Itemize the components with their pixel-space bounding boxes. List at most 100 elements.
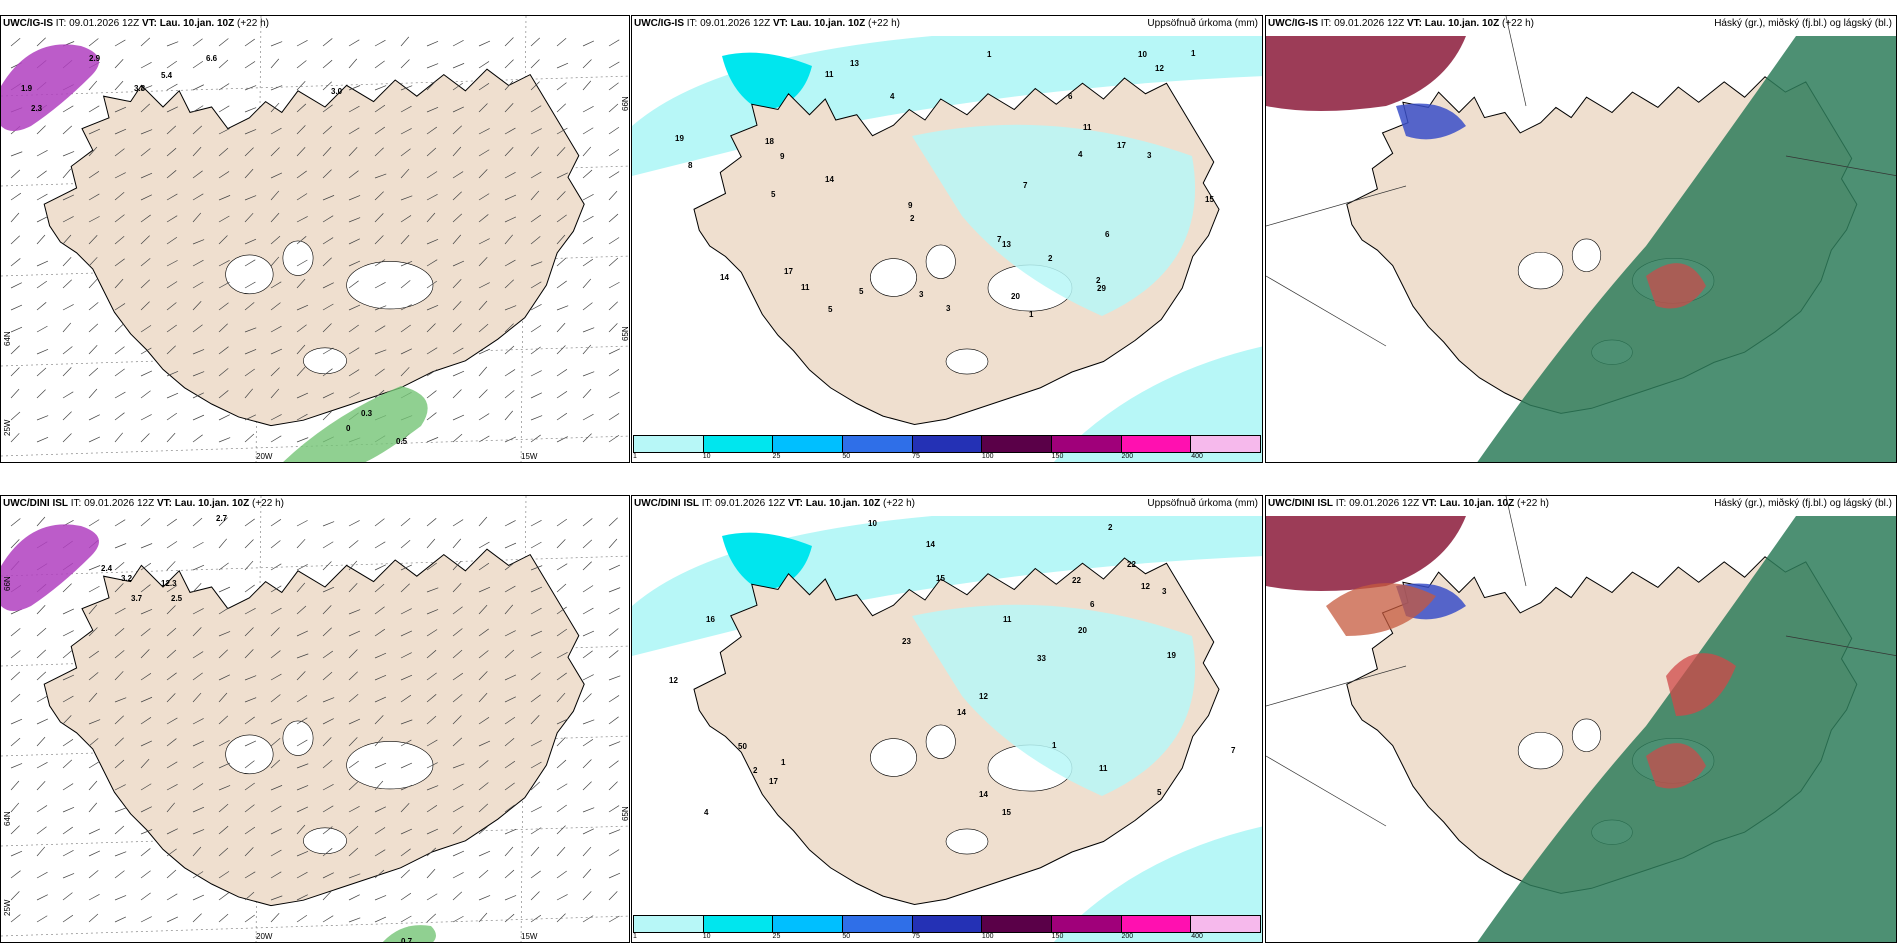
wind-barb bbox=[452, 125, 462, 135]
wind-barb bbox=[504, 760, 516, 769]
wind-barb bbox=[218, 302, 229, 311]
wind-barb bbox=[62, 216, 74, 223]
colorbar-swatch bbox=[703, 436, 774, 452]
wind-barb bbox=[36, 605, 46, 615]
wind-barb bbox=[322, 38, 333, 47]
contour-label: 0.7 bbox=[401, 937, 413, 943]
wind-barb bbox=[218, 105, 230, 113]
wind-barb bbox=[478, 782, 489, 791]
wind-barb bbox=[36, 389, 46, 399]
wind-barb bbox=[218, 825, 229, 835]
wind-barb bbox=[478, 435, 490, 443]
wind-barb bbox=[88, 216, 100, 223]
precip-value-label: 4 bbox=[704, 808, 709, 817]
panel-subtitle: Uppsöfnuð úrkoma (mm) bbox=[1147, 498, 1258, 509]
wind-barb bbox=[374, 147, 384, 157]
wind-barb bbox=[88, 719, 101, 725]
wind-barb bbox=[452, 347, 464, 355]
wind-barb bbox=[504, 562, 515, 571]
wind-barb bbox=[244, 560, 254, 571]
wind-barb bbox=[582, 194, 594, 201]
wind-barb bbox=[62, 649, 73, 659]
wind-barb bbox=[608, 257, 619, 267]
lat-label-66n: 66N bbox=[621, 96, 630, 111]
wind-barb bbox=[348, 324, 359, 333]
wind-barb bbox=[244, 238, 257, 245]
wind-barb bbox=[218, 892, 229, 901]
wind-barb bbox=[556, 718, 569, 725]
wind-barb bbox=[400, 803, 410, 813]
precip-value-label: 6 bbox=[1090, 600, 1095, 609]
wind-barb bbox=[556, 628, 568, 637]
contour-label: 3.2 bbox=[121, 574, 133, 583]
wind-barb bbox=[478, 389, 488, 399]
wind-barb bbox=[62, 914, 74, 923]
wind-barb bbox=[504, 194, 517, 201]
wind-barb bbox=[218, 128, 230, 135]
wind-barb bbox=[504, 716, 516, 725]
wind-barb bbox=[582, 674, 594, 681]
wind-barb bbox=[36, 671, 47, 681]
wind-barb bbox=[504, 216, 517, 223]
wind-barb bbox=[504, 604, 514, 615]
wind-barb bbox=[504, 828, 517, 835]
wind-barb bbox=[400, 304, 412, 311]
wind-barb bbox=[478, 61, 490, 69]
wind-barb bbox=[504, 674, 517, 681]
wind-barb bbox=[10, 671, 21, 681]
wind-barb bbox=[296, 630, 309, 637]
wind-barb bbox=[192, 371, 205, 377]
wind-barb bbox=[322, 347, 334, 355]
wind-barb bbox=[296, 806, 309, 813]
contour-label: 2.4 bbox=[101, 564, 113, 573]
wind-barb bbox=[452, 825, 463, 835]
wind-barb bbox=[322, 521, 335, 527]
wind-barb bbox=[374, 780, 384, 791]
wind-barb bbox=[166, 432, 176, 443]
wind-barb bbox=[296, 366, 306, 377]
wind-barb bbox=[192, 627, 202, 637]
wind-barb bbox=[88, 171, 100, 179]
colorbar-tick-label: 200 bbox=[1121, 933, 1134, 940]
wind-barb bbox=[400, 892, 412, 901]
wind-barb bbox=[374, 39, 386, 47]
wind-barb bbox=[10, 802, 20, 813]
precip-value-label: 11 bbox=[801, 283, 810, 292]
wind-barb bbox=[114, 58, 124, 69]
wind-barb bbox=[244, 195, 257, 201]
wind-barb bbox=[322, 125, 333, 135]
wind-barb bbox=[218, 235, 228, 245]
precip-value-label: 14 bbox=[926, 540, 935, 549]
wind-barb bbox=[582, 106, 594, 113]
wind-barb bbox=[88, 565, 101, 571]
wind-barb bbox=[88, 604, 98, 615]
glacier bbox=[282, 240, 314, 276]
wind-barb bbox=[244, 168, 254, 179]
border-line bbox=[1505, 16, 1527, 107]
contour-label: 2.3 bbox=[31, 104, 43, 113]
colorbar-tick-label: 25 bbox=[772, 453, 781, 460]
wind-barb bbox=[348, 85, 361, 91]
wind-barb bbox=[348, 649, 358, 659]
precip-value-label: 50 bbox=[738, 742, 747, 751]
wind-barb bbox=[62, 674, 75, 681]
wind-barb bbox=[36, 436, 49, 443]
wind-barb bbox=[270, 563, 282, 571]
panel-title: UWC/IG-IS IT: 09.01.2026 12Z VT: Lau. 10… bbox=[3, 18, 269, 29]
wind-barb bbox=[218, 762, 231, 769]
wind-barb bbox=[374, 895, 387, 901]
wind-barb bbox=[400, 215, 412, 223]
precip-colorbar: 1 10 25 50 75 100 150 200 400 bbox=[633, 435, 1261, 461]
wind-barb bbox=[192, 392, 204, 399]
border-line bbox=[1505, 496, 1527, 587]
wind-barb bbox=[270, 673, 282, 681]
wind-barb bbox=[478, 650, 489, 659]
wind-barb bbox=[504, 279, 514, 289]
wind-barb bbox=[426, 629, 438, 637]
wind-barb bbox=[608, 434, 620, 443]
wind-barb bbox=[62, 346, 73, 355]
wind-barb bbox=[114, 851, 127, 857]
wind-barb bbox=[218, 414, 230, 421]
wind-barb bbox=[530, 781, 541, 791]
